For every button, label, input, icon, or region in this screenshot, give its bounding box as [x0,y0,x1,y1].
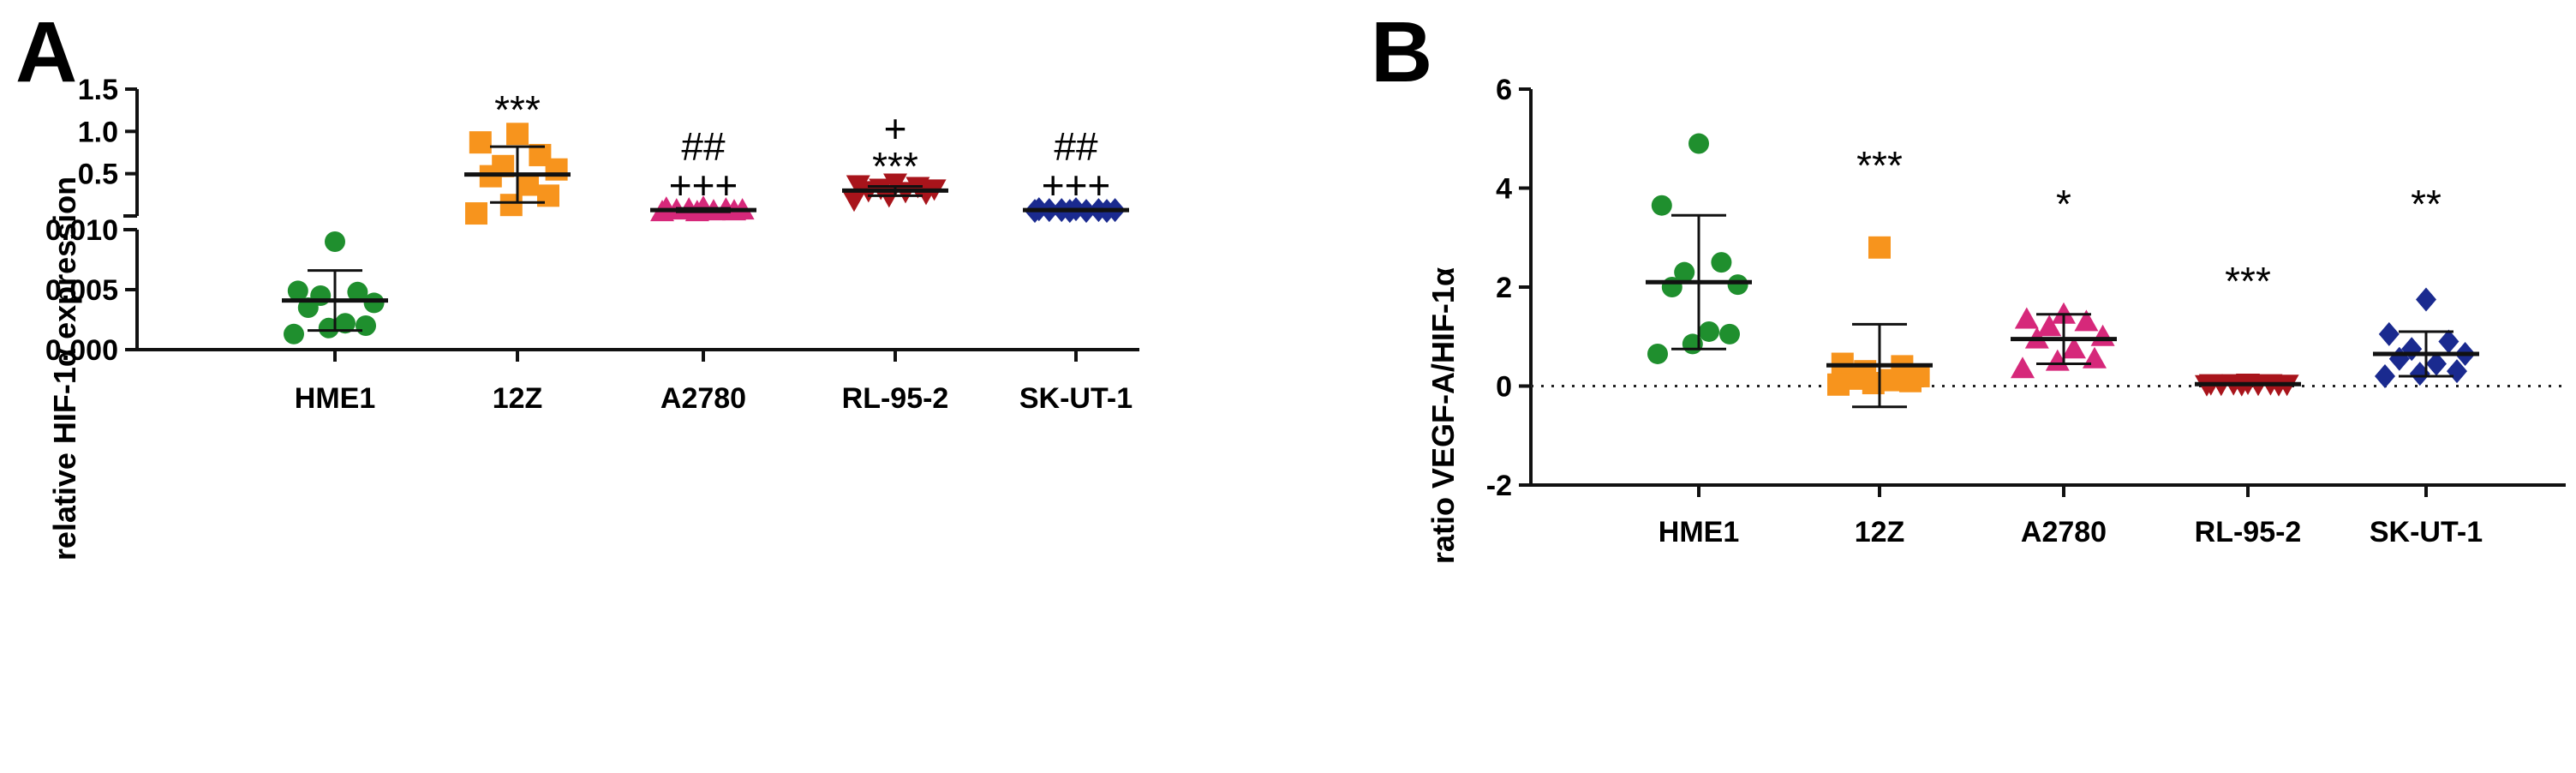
annotation-12z: *** [494,87,541,132]
12z-point [517,173,539,196]
hme1-point [1727,274,1748,296]
y-tick-label: 2 [1496,272,1512,304]
y-tick-label: 0.000 [45,334,118,367]
annotation-a2780: +++ [669,163,738,207]
sk-ut-1-point [2375,363,2395,388]
y-tick-label: 0.5 [78,159,118,191]
sk-ut-1-point [2416,287,2436,312]
hme1-point [335,313,356,334]
hme1-point [1661,277,1682,297]
panel-a-significance-annotations: ***##++++*** ##+++ [494,87,1110,207]
12z-point [469,131,492,154]
panel-b: B ratio VEGF-A/HIF-1α -2 0 2 4 6 HME1 12Z A278… [1371,4,2566,564]
y-tick-label: 0 [1496,371,1512,404]
x-tick-label-a2780: A2780 [660,382,746,415]
hme1-point [347,281,368,303]
x-tick-label-12z: 12Z [1855,516,1905,548]
panel-a-y-ticks: 0.5 1.0 1.5 0.000 0.005 0.010 [45,74,137,367]
x-tick-label-hme1: HME1 [295,382,375,415]
annotation-sk-ut-1: ## [1054,124,1098,169]
sk-ut-1-point [2378,321,2400,346]
12z-point [499,194,523,217]
annotation-rl-95-2: *** [2225,259,2271,303]
annotation-a2780: ## [681,124,726,169]
12z-point [465,202,487,225]
sk-ut-1-point [2426,351,2447,376]
panel-a-y-axis-title: relative HIF-1α expression [47,177,82,560]
panel-b-significance-annotations: ********* [1856,143,2442,303]
annotation-rl-95-2: *** [872,144,918,189]
x-tick-label-sk-ut-1: SK-UT-1 [1019,382,1133,415]
panel-a-x-tick-labels: HME1 12Z A2780 RL-95-2 SK-UT-1 [295,382,1133,415]
y-tick-label: -2 [1486,470,1512,502]
annotation-rl-95-2: + [884,106,907,151]
y-tick-label: 0.010 [45,214,118,247]
hme1-point [1674,261,1695,283]
12z-point [545,158,568,181]
panel-b-y-ticks: -2 0 2 4 6 [1486,74,1531,502]
hme1-point [1699,321,1719,342]
y-tick-label: 1.5 [78,74,118,106]
x-tick-label-hme1: HME1 [1659,516,1739,548]
hme1-point [356,315,376,336]
a2780-point [2037,315,2062,337]
panel-a: A relative HIF-1α expression 0.51.01.50.… [15,4,1139,560]
sk-ut-1-point [2438,329,2459,354]
hme1-point [1688,133,1709,154]
y-tick-label: 4 [1496,173,1512,206]
12z-point [506,123,529,146]
annotation-sk-ut-1: +++ [1042,163,1111,207]
annotation-a2780: * [2056,182,2071,226]
panel-b-x-tick-labels: HME1 12Z A2780 RL-95-2 SK-UT-1 [1659,516,2483,548]
12z-point [1827,373,1850,396]
12z-point [1899,369,1922,392]
hme1-point [1719,323,1740,345]
x-tick-label-a2780: A2780 [2021,516,2107,548]
12z-point [1868,236,1891,259]
x-tick-label-12z: 12Z [493,382,543,415]
annotation-sk-ut-1: ** [2411,182,2442,226]
hme1-point [1651,195,1672,216]
hme1-point [1647,343,1668,364]
12z-point [1862,372,1885,395]
panel-b-letter: B [1371,4,1432,100]
hme1-point [287,280,308,302]
hme1-point [284,323,304,345]
x-tick-label-sk-ut-1: SK-UT-1 [2370,516,2483,548]
panel-a-mean-sd-bars [282,145,1129,333]
a2780-point [2062,337,2086,359]
y-tick-label: 6 [1496,74,1512,106]
a2780-point [2045,349,2070,371]
hme1-point [325,231,345,252]
hme1-point [363,292,385,314]
x-tick-label-rl-95-2: RL-95-2 [842,382,949,415]
panel-a-letter: A [15,4,77,100]
a2780-point [2011,357,2035,379]
x-tick-label-rl-95-2: RL-95-2 [2195,516,2302,548]
annotation-12z: *** [1856,143,1903,188]
a2780-point [2074,309,2099,332]
panel-b-mean-sd-bars [1646,213,2479,409]
a2780-point [2014,307,2039,329]
y-tick-label: 1.0 [78,116,118,148]
hme1-point [1711,252,1732,273]
rl-95-2-point [846,175,870,197]
rl-95-2-point [842,190,866,213]
y-tick-label: 0.005 [45,274,118,307]
panel-b-y-axis-title: ratio VEGF-A/HIF-1α [1425,267,1461,564]
